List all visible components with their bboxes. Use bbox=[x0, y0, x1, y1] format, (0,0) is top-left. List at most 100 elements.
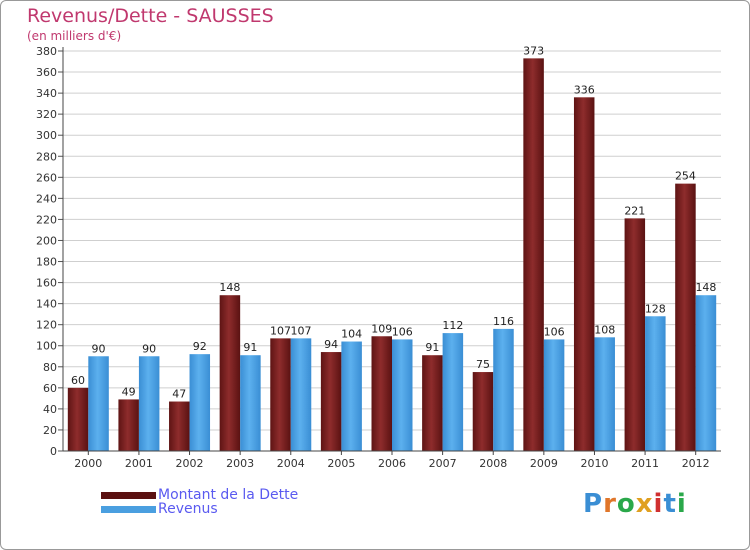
y-tick-label: 80 bbox=[43, 361, 57, 374]
legend-item-revenue: Revenus bbox=[101, 502, 218, 516]
bar-debt bbox=[219, 295, 241, 451]
y-tick-label: 360 bbox=[36, 66, 57, 79]
y-tick-label: 40 bbox=[43, 403, 57, 416]
y-tick-label: 340 bbox=[36, 87, 57, 100]
data-label-revenue: 90 bbox=[92, 342, 106, 355]
x-tick-label: 2011 bbox=[631, 457, 659, 470]
x-tick-label: 2008 bbox=[479, 457, 507, 470]
bar-revenue bbox=[442, 333, 464, 451]
logo-letter: x bbox=[635, 489, 654, 519]
y-tick-label: 240 bbox=[36, 192, 57, 205]
y-tick-label: 260 bbox=[36, 171, 57, 184]
bar-debt bbox=[573, 97, 595, 451]
data-label-debt: 254 bbox=[675, 170, 696, 183]
bar-revenue bbox=[695, 295, 717, 451]
data-label-revenue: 90 bbox=[142, 342, 156, 355]
x-tick-label: 2002 bbox=[176, 457, 204, 470]
logo-letter: P bbox=[583, 489, 604, 519]
y-tick-label: 300 bbox=[36, 129, 57, 142]
bar-revenue bbox=[392, 339, 413, 451]
legend-swatch-revenue bbox=[101, 505, 156, 513]
bar-debt bbox=[67, 387, 89, 451]
data-label-revenue: 106 bbox=[392, 325, 413, 338]
legend-label-revenue: Revenus bbox=[158, 501, 218, 517]
x-tick-label: 2007 bbox=[429, 457, 457, 470]
data-label-debt: 75 bbox=[476, 358, 490, 371]
bar-revenue bbox=[240, 355, 261, 451]
data-label-revenue: 128 bbox=[645, 302, 666, 315]
data-label-revenue: 107 bbox=[291, 324, 312, 337]
chart-subtitle: (en milliers d'€) bbox=[27, 29, 122, 43]
x-tick-label: 2005 bbox=[327, 457, 355, 470]
data-label-revenue: 106 bbox=[544, 325, 565, 338]
bar-debt bbox=[118, 399, 139, 451]
y-tick-label: 100 bbox=[36, 340, 57, 353]
logo-letter: i bbox=[653, 489, 664, 519]
data-label-revenue: 112 bbox=[442, 319, 463, 332]
bar-debt bbox=[472, 372, 494, 451]
y-tick-label: 200 bbox=[36, 234, 57, 247]
data-label-revenue: 92 bbox=[193, 340, 207, 353]
data-label-debt: 109 bbox=[371, 322, 392, 335]
bars bbox=[67, 58, 717, 452]
data-label-debt: 336 bbox=[574, 83, 595, 96]
data-label-revenue: 104 bbox=[341, 328, 362, 341]
proxiti-logo: Proxiti bbox=[583, 489, 687, 519]
data-label-debt: 107 bbox=[270, 324, 291, 337]
bar-revenue bbox=[88, 356, 109, 451]
legend-swatch-debt bbox=[101, 491, 156, 499]
y-tick-label: 0 bbox=[50, 445, 57, 458]
bar-revenue bbox=[594, 337, 615, 451]
data-label-debt: 221 bbox=[624, 204, 645, 217]
data-label-revenue: 108 bbox=[594, 323, 615, 336]
bar-revenue bbox=[290, 338, 312, 451]
bar-debt bbox=[523, 58, 544, 452]
bar-revenue bbox=[493, 328, 514, 451]
bar-revenue bbox=[341, 341, 362, 451]
x-tick-label: 2009 bbox=[530, 457, 558, 470]
data-label-debt: 47 bbox=[172, 388, 186, 401]
bar-debt bbox=[675, 183, 696, 451]
x-tick-label: 2003 bbox=[226, 457, 254, 470]
data-label-debt: 373 bbox=[523, 44, 544, 57]
bar-debt bbox=[270, 338, 291, 451]
chart-title: Revenus/Dette - SAUSSES bbox=[27, 5, 274, 27]
data-label-debt: 91 bbox=[425, 341, 439, 354]
bar-debt bbox=[422, 355, 443, 451]
bar-debt bbox=[371, 336, 392, 451]
data-label-debt: 49 bbox=[122, 385, 136, 398]
y-tick-label: 180 bbox=[36, 256, 57, 269]
data-label-debt: 148 bbox=[219, 281, 240, 294]
x-tick-label: 2012 bbox=[682, 457, 710, 470]
y-tick-label: 380 bbox=[36, 45, 57, 58]
bar-revenue bbox=[645, 316, 666, 451]
x-tick-label: 2000 bbox=[74, 457, 102, 470]
legend-item-debt: Montant de la Dette bbox=[101, 488, 298, 502]
y-tick-label: 60 bbox=[43, 382, 57, 395]
data-label-revenue: 148 bbox=[695, 281, 716, 294]
bar-debt bbox=[169, 401, 190, 451]
bar-debt bbox=[624, 218, 646, 451]
data-label-revenue: 116 bbox=[493, 315, 514, 328]
logo-letter: r bbox=[603, 489, 617, 519]
logo-letter: o bbox=[616, 489, 636, 519]
axes: 0 20 40 60 80 100 120 140 160 180 200 220 240 260 280 3… bbox=[36, 45, 721, 470]
data-label-debt: 60 bbox=[71, 374, 85, 387]
logo-letter: i bbox=[676, 489, 687, 519]
bar-debt bbox=[320, 352, 342, 451]
y-tick-label: 20 bbox=[43, 424, 57, 437]
y-tick-label: 320 bbox=[36, 108, 57, 121]
bar-revenue bbox=[138, 356, 160, 451]
x-tick-label: 2006 bbox=[378, 457, 406, 470]
legend-label-debt: Montant de la Dette bbox=[158, 487, 299, 503]
x-tick-label: 2010 bbox=[580, 457, 608, 470]
x-tick-label: 2004 bbox=[277, 457, 305, 470]
y-tick-label: 120 bbox=[36, 319, 57, 332]
data-label-revenue: 91 bbox=[243, 341, 257, 354]
bar-revenue bbox=[543, 339, 565, 451]
y-tick-label: 220 bbox=[36, 213, 57, 226]
data-label-debt: 94 bbox=[324, 338, 338, 351]
